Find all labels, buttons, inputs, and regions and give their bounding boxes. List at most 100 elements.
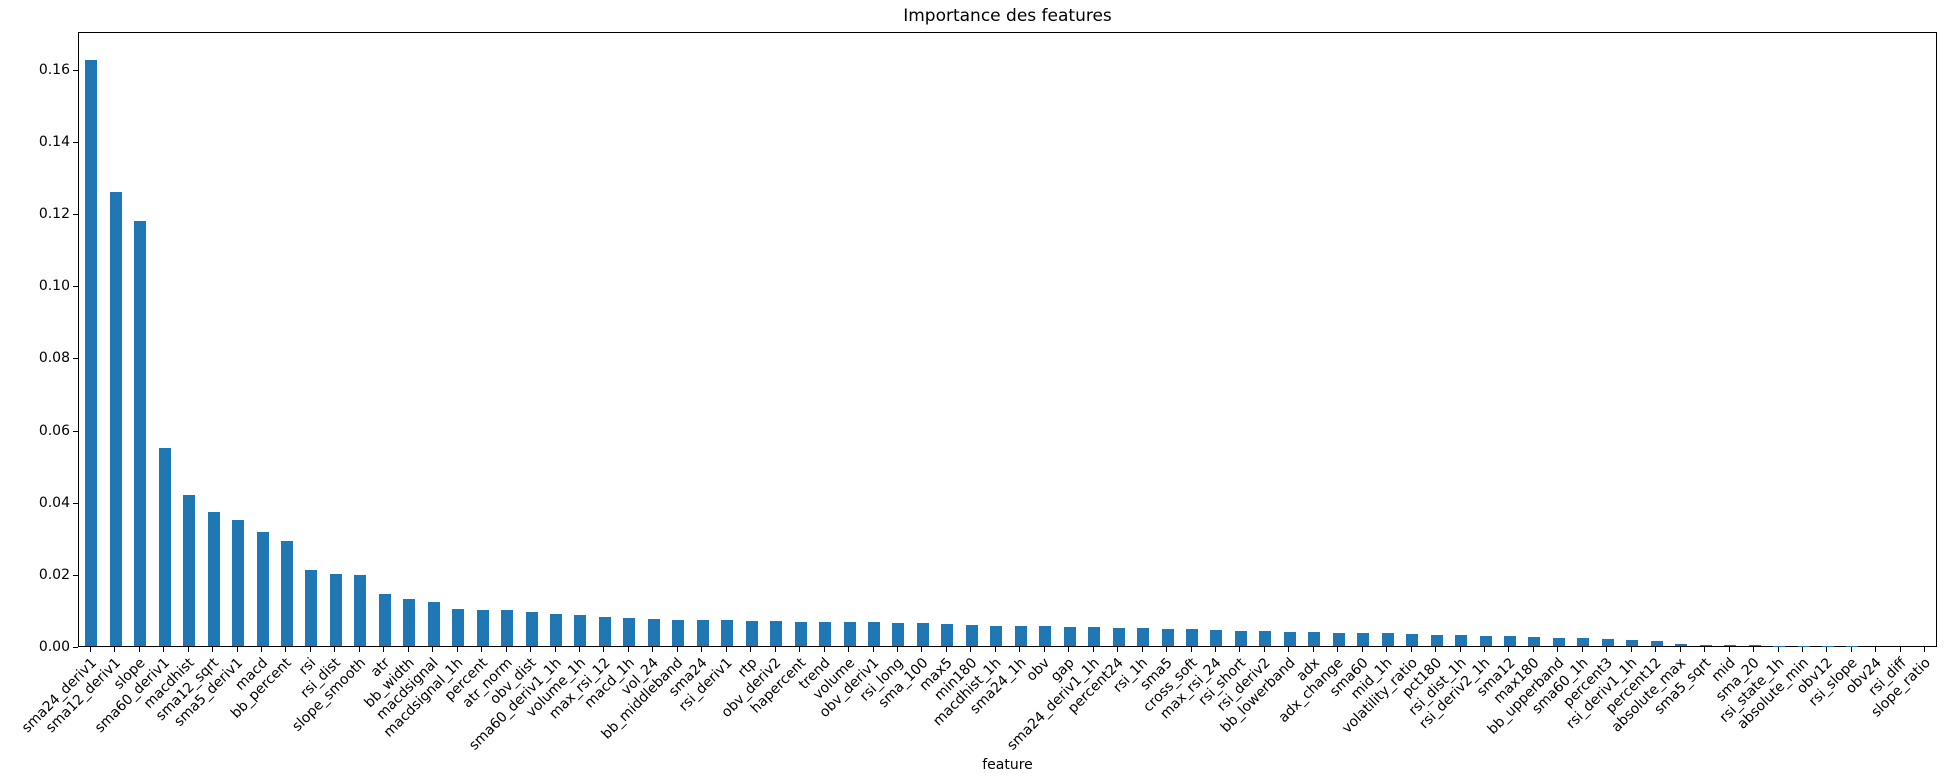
x-tick-mark xyxy=(163,647,165,652)
bar-sma_100 xyxy=(916,623,929,646)
x-tick-mark xyxy=(1777,647,1779,652)
bar-atr_norm xyxy=(501,610,514,646)
x-tick-mark xyxy=(212,647,213,652)
x-tick-mark xyxy=(554,647,556,652)
bar-mid_1h xyxy=(1381,633,1394,646)
bar-volume_1h xyxy=(574,615,587,646)
bar-rsi_short xyxy=(1234,630,1247,646)
x-axis-label: feature xyxy=(982,757,1033,773)
bar-slope_smooth xyxy=(354,574,367,646)
x-tick-mark xyxy=(1092,647,1094,652)
x-tick-mark xyxy=(750,647,752,652)
x-tick-mark xyxy=(1704,647,1706,652)
bar-sma24_deriv1 xyxy=(85,59,98,646)
bar-bb_upperband xyxy=(1552,637,1565,646)
x-tick-mark xyxy=(1288,647,1290,652)
x-tick-mark xyxy=(970,647,972,652)
bar-macdsignal xyxy=(427,601,440,646)
y-tick-mark xyxy=(73,286,78,288)
y-tick-mark xyxy=(73,502,78,504)
x-tick-mark xyxy=(1875,647,1877,652)
x-tick-mark xyxy=(1312,647,1314,652)
bar-obv xyxy=(1039,626,1052,646)
x-tick-mark xyxy=(676,647,678,652)
x-tick-mark xyxy=(1068,647,1070,652)
y-tick-mark xyxy=(73,358,78,360)
x-tick-mark xyxy=(652,647,654,652)
bar-sma5_deriv1 xyxy=(232,520,244,646)
x-tick-mark xyxy=(358,647,360,652)
bar-bb_lowerband xyxy=(1283,632,1296,646)
bar-pct180 xyxy=(1430,634,1443,646)
y-tick-label: 0.02 xyxy=(38,566,70,583)
x-tick-mark xyxy=(603,647,605,652)
x-tick-mark xyxy=(1166,647,1167,652)
bar-macdhist xyxy=(183,494,196,646)
y-tick-mark xyxy=(73,70,78,72)
bar-sma60_1h xyxy=(1577,638,1590,646)
bar-rsi_deriv2 xyxy=(1259,631,1272,646)
bar-bb_middleband xyxy=(672,619,685,646)
bar-adx xyxy=(1308,632,1321,646)
x-tick-mark xyxy=(1043,647,1045,652)
bar-bb_width xyxy=(403,598,416,646)
x-tick-mark xyxy=(261,647,262,652)
bar-atr xyxy=(378,593,391,646)
bar-percent xyxy=(476,609,489,646)
bar-volatility_ratio xyxy=(1406,633,1419,646)
x-tick-mark xyxy=(1557,647,1559,652)
bar-sma60_deriv1_1h xyxy=(550,614,562,646)
y-tick-label: 0.14 xyxy=(38,134,70,151)
x-tick-label-obv: obv xyxy=(1023,655,1054,685)
x-tick-mark xyxy=(1410,647,1412,652)
x-tick-mark xyxy=(1484,647,1485,652)
x-tick-mark xyxy=(872,647,874,652)
bar-sma24_deriv1_1h xyxy=(1088,626,1101,646)
x-tick-mark xyxy=(89,647,91,652)
bar-percent3 xyxy=(1601,638,1614,646)
x-tick-mark xyxy=(1606,647,1608,652)
bar-sma12_deriv1 xyxy=(109,191,122,646)
x-tick-mark xyxy=(921,647,923,652)
bar-sma24 xyxy=(696,620,709,646)
x-tick-mark xyxy=(1141,647,1143,652)
bar-sma60 xyxy=(1357,633,1370,646)
bar-bb_percent xyxy=(280,541,293,646)
x-tick-mark xyxy=(1435,647,1437,652)
bar-vol_24 xyxy=(647,619,660,646)
y-tick-mark xyxy=(73,646,78,648)
bar-max5 xyxy=(941,624,954,646)
x-tick-mark xyxy=(1508,647,1510,652)
x-tick-mark xyxy=(1753,647,1754,652)
x-tick-mark xyxy=(1802,647,1803,652)
bar-obv_dist xyxy=(525,612,538,646)
bar-rsi_deriv1_1h xyxy=(1626,640,1639,646)
x-tick-mark xyxy=(187,647,189,652)
bar-sma12 xyxy=(1503,635,1516,646)
x-tick-mark xyxy=(432,647,434,652)
y-tick-mark xyxy=(73,214,78,216)
x-tick-mark xyxy=(823,647,825,652)
x-tick-mark xyxy=(1924,647,1926,652)
x-tick-mark xyxy=(114,647,116,652)
x-tick-mark xyxy=(774,647,776,652)
bar-trend xyxy=(819,621,831,646)
bar-rsi_dist_1h xyxy=(1455,635,1467,646)
x-tick-mark xyxy=(1239,647,1241,652)
bar-percent24 xyxy=(1112,627,1125,646)
x-tick-mark xyxy=(945,647,947,652)
x-tick-mark xyxy=(1679,647,1681,652)
bar-rsi_deriv1 xyxy=(721,620,734,646)
x-tick-mark xyxy=(309,647,311,652)
y-tick-label: 0.10 xyxy=(38,278,70,295)
bar-adx_change xyxy=(1332,632,1345,646)
x-tick-mark xyxy=(1826,647,1828,652)
x-tick-mark xyxy=(725,647,727,652)
x-tick-mark xyxy=(1361,647,1363,652)
y-tick-label: 0.04 xyxy=(38,494,70,511)
bar-rsi_1h xyxy=(1137,628,1149,646)
y-tick-label: 0.16 xyxy=(38,62,70,79)
x-tick-mark xyxy=(1263,647,1265,652)
y-tick-mark xyxy=(73,574,78,576)
